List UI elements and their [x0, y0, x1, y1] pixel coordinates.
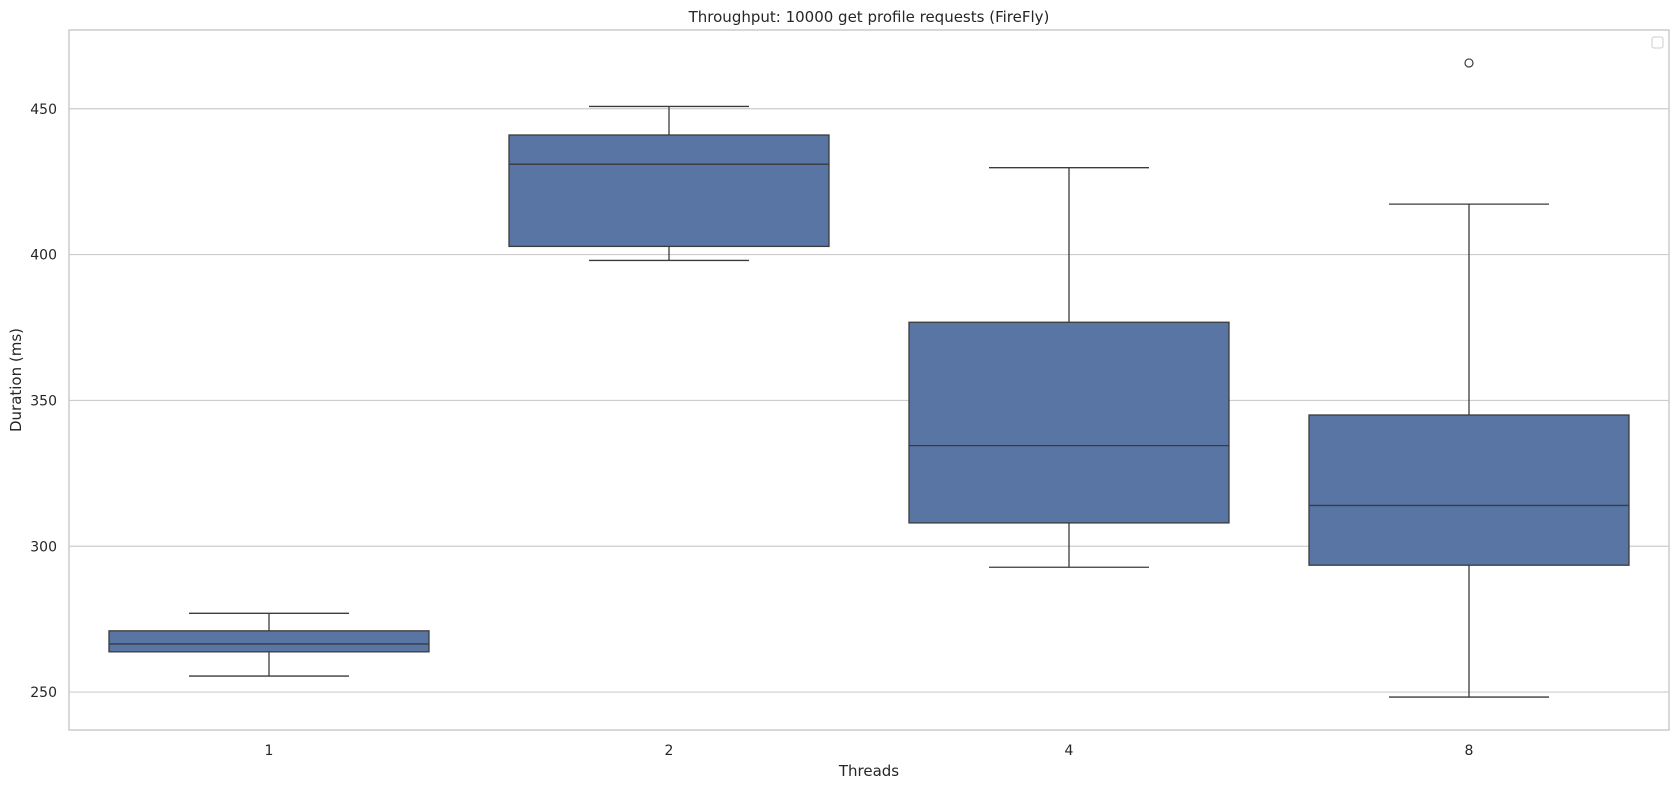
y-tick-label: 250: [30, 685, 57, 701]
box-group: [108, 612, 430, 677]
box-group: [908, 167, 1230, 568]
y-axis-label: Duration (ms): [7, 328, 25, 432]
y-tick-label: 400: [30, 248, 57, 264]
grid: [69, 108, 1669, 693]
iqr-box: [1308, 414, 1630, 566]
box-group: [508, 105, 830, 262]
axes: 250 300 350 400 450 1 2 4 8: [30, 102, 1473, 759]
iqr-box: [108, 630, 430, 653]
x-tick-label: 2: [665, 743, 674, 759]
chart-title: Throughput: 10000 get profile requests (…: [688, 8, 1050, 26]
x-tick-label: 8: [1465, 743, 1474, 759]
outlier-point: [1464, 58, 1474, 68]
y-tick-label: 450: [30, 102, 57, 118]
x-tick-label: 4: [1065, 743, 1074, 759]
y-tick-label: 350: [30, 393, 57, 409]
box-group: [1308, 58, 1630, 698]
x-tick-label: 1: [265, 743, 274, 759]
plot-frame: [68, 29, 1670, 731]
legend-box: [1651, 36, 1664, 49]
y-tick-label: 300: [30, 539, 57, 555]
iqr-box: [908, 321, 1230, 524]
box-series: [108, 58, 1630, 698]
iqr-box: [508, 134, 830, 248]
x-axis-label: Threads: [838, 762, 899, 780]
